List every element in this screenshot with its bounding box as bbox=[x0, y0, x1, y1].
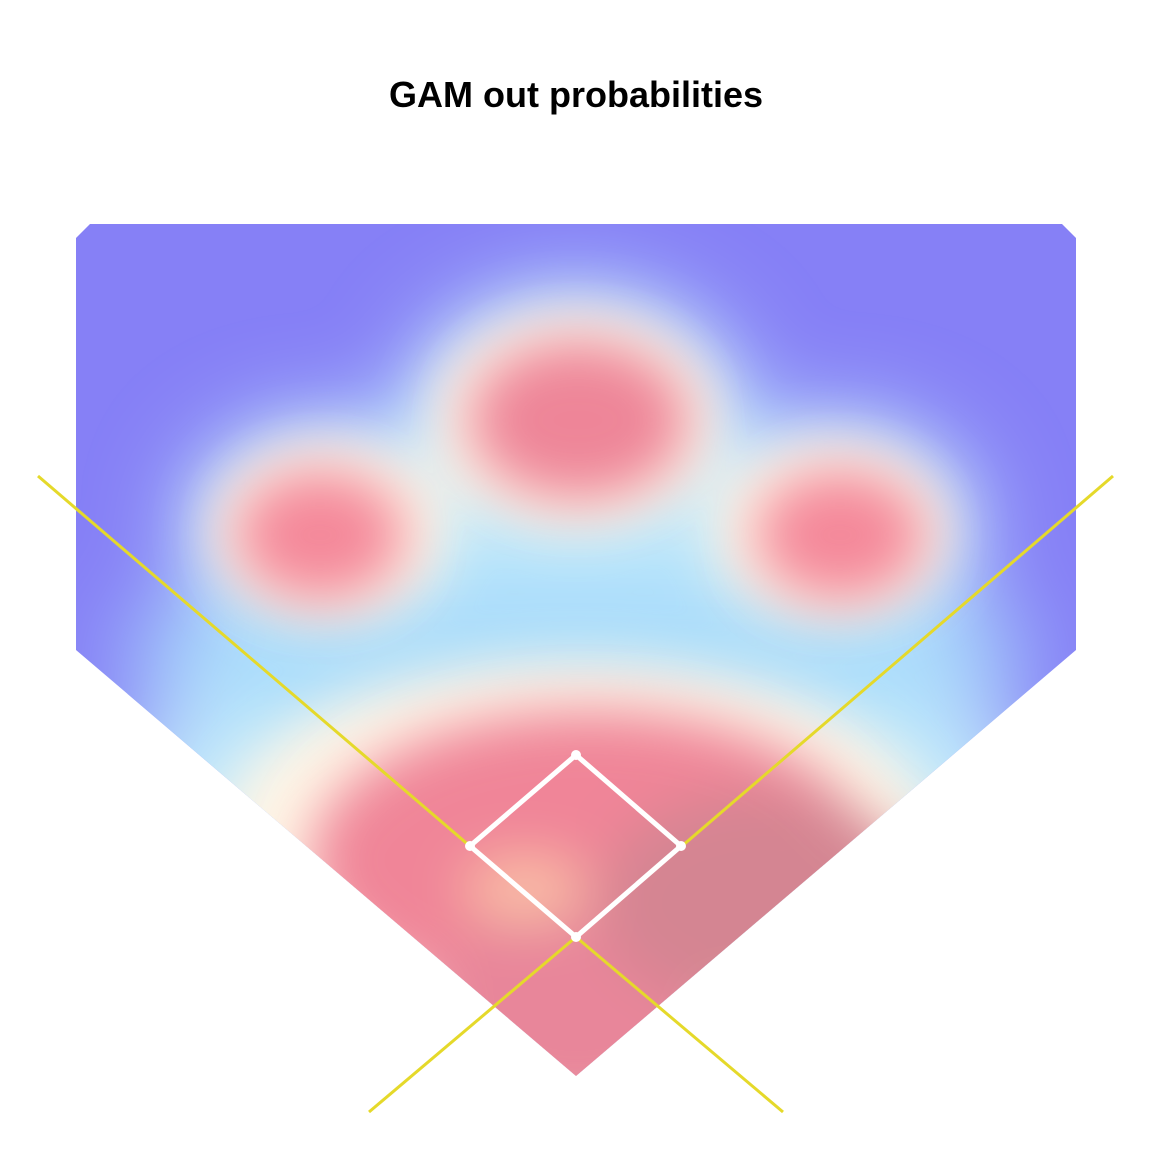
hotspot-right-infield bbox=[600, 790, 920, 1010]
home-plate bbox=[571, 932, 581, 942]
hotspot-left-field bbox=[235, 470, 405, 600]
left-foul-line-extension bbox=[575, 935, 784, 1114]
hotspot-right-field bbox=[755, 470, 925, 600]
first-base bbox=[676, 841, 686, 851]
second-base bbox=[571, 750, 581, 760]
right-foul-line-extension bbox=[368, 935, 577, 1114]
third-base bbox=[465, 841, 475, 851]
hotspot-center-field bbox=[468, 340, 688, 500]
chart-title: GAM out probabilities bbox=[389, 74, 763, 115]
